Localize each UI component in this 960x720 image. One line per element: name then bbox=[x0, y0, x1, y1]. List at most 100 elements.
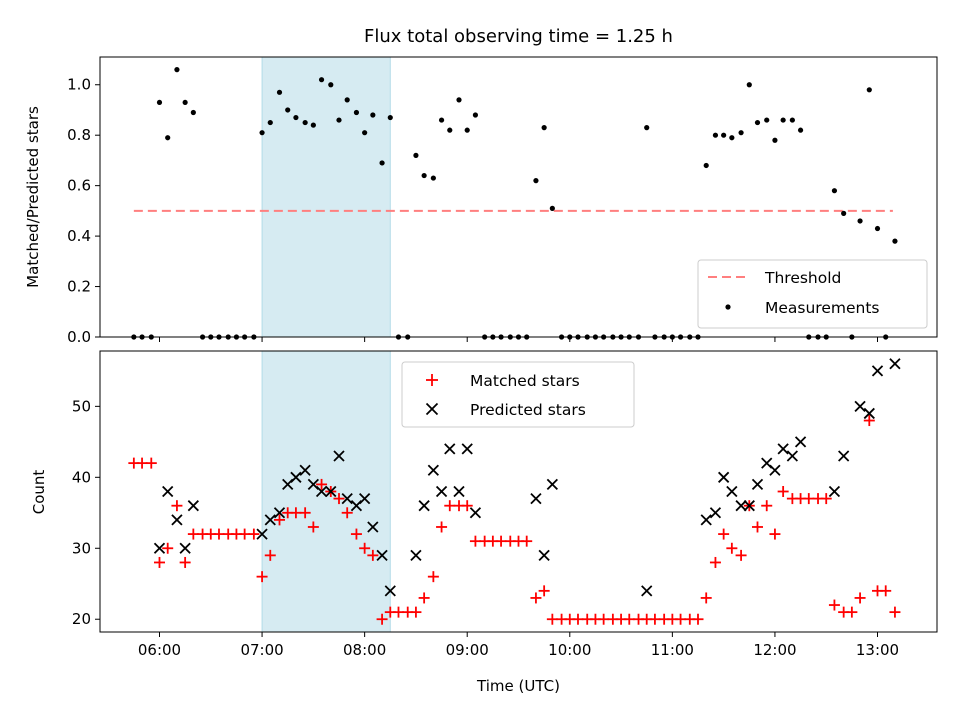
predicted-star-point bbox=[854, 400, 866, 412]
measurement-point bbox=[336, 117, 342, 123]
predicted-star-point bbox=[171, 514, 183, 526]
measurement-point bbox=[712, 132, 719, 138]
top-x-ticks bbox=[158, 337, 879, 342]
predicted-star-point bbox=[435, 485, 448, 498]
measurement-point bbox=[285, 107, 291, 113]
measurement-point bbox=[703, 162, 709, 169]
matched-star-point bbox=[649, 613, 661, 625]
matched-star-point bbox=[495, 535, 507, 547]
matched-star-point bbox=[820, 493, 832, 505]
legend-matched-label: Matched stars bbox=[470, 372, 580, 390]
predicted-star-point bbox=[700, 514, 712, 526]
measurement-point bbox=[174, 67, 180, 73]
matched-star-point bbox=[162, 542, 174, 554]
bottom-panel: 20 30 40 50 06:00 07:00 08:00 09:00 10:00 11:00 1… bbox=[30, 350, 938, 695]
chart-title: Flux total observing time = 1.25 h bbox=[364, 26, 673, 47]
matched-star-point bbox=[538, 585, 550, 597]
predicted-star-point bbox=[769, 464, 781, 476]
measurement-point bbox=[293, 114, 299, 121]
predicted-star-point bbox=[546, 478, 558, 491]
x-tick-label: 11:00 bbox=[651, 641, 694, 659]
matched-star-point bbox=[461, 500, 473, 512]
predicted-star-point bbox=[341, 492, 353, 505]
measurement-point bbox=[310, 122, 316, 128]
bottom-plot-frame bbox=[99, 350, 938, 633]
legend-threshold-label: Threshold bbox=[764, 269, 841, 287]
measurement-point bbox=[472, 112, 479, 118]
matched-star-point bbox=[187, 528, 199, 540]
measurement-point bbox=[190, 109, 196, 116]
measurement-point bbox=[318, 77, 325, 83]
measurement-point bbox=[302, 119, 308, 126]
measurement-point bbox=[344, 97, 350, 103]
matched-star-point bbox=[171, 500, 183, 512]
predicted-star-point bbox=[315, 485, 328, 498]
matched-star-point bbox=[145, 457, 157, 469]
matched-star-point bbox=[777, 486, 789, 497]
matched-star-point bbox=[854, 592, 866, 604]
measurement-point bbox=[259, 130, 265, 136]
measurement-point bbox=[362, 130, 368, 136]
measurement-point bbox=[182, 99, 188, 106]
predicted-star-point bbox=[726, 485, 738, 498]
legend-measurements-label: Measurements bbox=[765, 299, 880, 317]
matched-star-point bbox=[392, 606, 404, 618]
measurement-point bbox=[353, 109, 360, 116]
measurement-point bbox=[831, 188, 838, 194]
predicted-star-point bbox=[828, 485, 841, 498]
matched-star-point bbox=[598, 613, 610, 625]
predicted-star-point bbox=[256, 528, 268, 540]
x-tick-label: 06:00 bbox=[138, 641, 181, 659]
predicted-star-point bbox=[735, 500, 747, 512]
matched-star-point bbox=[290, 507, 302, 519]
y-tick-label: 0.4 bbox=[67, 227, 91, 245]
matched-star-point bbox=[418, 592, 430, 604]
measurement-point bbox=[644, 125, 650, 131]
measurement-point bbox=[892, 238, 898, 244]
predicted-star-point bbox=[273, 507, 286, 519]
matched-star-point bbox=[846, 606, 858, 618]
measurement-point bbox=[874, 225, 881, 232]
matched-star-point bbox=[341, 507, 353, 519]
predicted-star-point bbox=[187, 500, 199, 512]
predicted-star-point bbox=[530, 492, 542, 505]
legend-matched-swatch bbox=[426, 374, 438, 386]
matched-star-point bbox=[444, 500, 456, 512]
matched-star-point bbox=[572, 613, 584, 625]
top-panel: 0.0 0.2 0.4 0.6 0.8 1.0 Flux total observing … bbox=[24, 26, 938, 346]
measurement-point bbox=[438, 117, 445, 123]
measurement-point bbox=[746, 82, 752, 88]
y-tick-label: 0.2 bbox=[67, 278, 91, 296]
predicted-star-point bbox=[367, 521, 379, 533]
predicted-star-point bbox=[162, 485, 174, 498]
predicted-star-point bbox=[290, 471, 302, 483]
x-tick-label: 07:00 bbox=[240, 641, 283, 659]
measurement-point bbox=[267, 119, 273, 126]
predicted-star-point bbox=[786, 450, 799, 462]
predicted-star-point bbox=[153, 542, 166, 554]
predicted-star-point bbox=[889, 358, 901, 370]
matched-star-point bbox=[521, 535, 533, 547]
matched-star-point bbox=[376, 613, 388, 625]
measurement-point bbox=[464, 127, 470, 133]
predicted-star-point bbox=[376, 549, 388, 562]
matched-star-point bbox=[299, 507, 311, 519]
legend-predicted-label: Predicted stars bbox=[470, 401, 586, 419]
x-tick-label: 09:00 bbox=[446, 641, 489, 659]
matched-star-point bbox=[350, 528, 362, 540]
measurement-point bbox=[729, 135, 735, 141]
measurement-point bbox=[387, 114, 393, 121]
matched-star-point bbox=[889, 606, 901, 618]
measurement-point bbox=[533, 178, 539, 184]
measurement-point bbox=[413, 152, 419, 158]
predicted-star-point bbox=[453, 485, 465, 498]
bottom-y-axis-label: Count bbox=[30, 470, 48, 515]
y-tick-label: 20 bbox=[72, 610, 91, 628]
matched-star-point bbox=[761, 500, 773, 512]
matched-star-point bbox=[427, 571, 439, 583]
predicted-star-point bbox=[709, 507, 722, 519]
matched-star-point bbox=[307, 521, 319, 533]
matched-star-point bbox=[828, 599, 840, 611]
measurement-point bbox=[772, 137, 778, 143]
